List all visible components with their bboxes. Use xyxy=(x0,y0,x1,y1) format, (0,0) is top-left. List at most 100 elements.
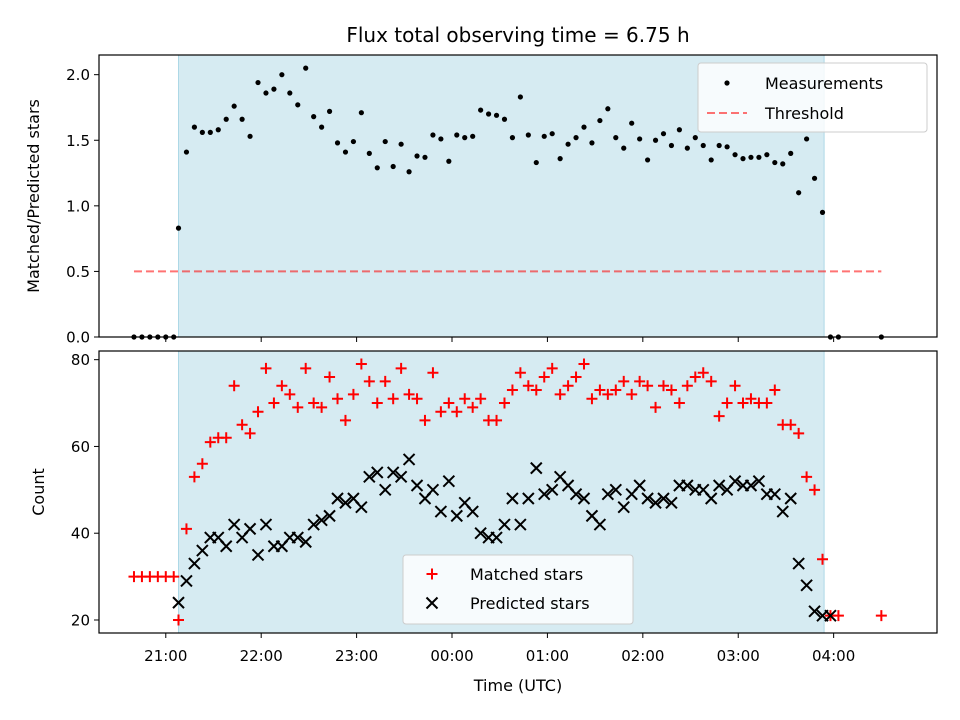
measurement-point xyxy=(231,103,237,109)
legend-threshold-label: Threshold xyxy=(764,104,844,123)
matched-star-point xyxy=(634,375,646,387)
matched-star-point xyxy=(236,419,248,431)
x-tick-label: 22:00 xyxy=(240,647,283,665)
matched-star-point xyxy=(650,401,662,413)
measurement-point xyxy=(541,133,547,139)
measurement-point xyxy=(470,133,476,139)
predicted-star-point xyxy=(243,522,257,536)
predicted-star-point xyxy=(434,505,448,518)
measurement-point xyxy=(597,117,603,124)
legend-predicted-label: Predicted stars xyxy=(470,594,590,613)
measurement-point xyxy=(478,107,484,113)
predicted-star-point xyxy=(363,470,376,484)
x-tick-label: 01:00 xyxy=(526,647,569,665)
matched-star-point xyxy=(761,397,773,409)
measurement-point xyxy=(311,114,317,120)
matched-star-point xyxy=(284,388,296,400)
predicted-star-point xyxy=(506,492,519,505)
measurement-point xyxy=(342,149,349,155)
predicted-star-point xyxy=(394,470,408,484)
predicted-star-point xyxy=(180,574,193,588)
matched-star-point xyxy=(785,419,797,431)
matched-star-point xyxy=(427,367,439,379)
matched-star-point xyxy=(626,388,638,400)
matched-star-point xyxy=(578,358,590,370)
matched-star-point xyxy=(339,414,351,426)
measurement-point xyxy=(788,150,794,156)
matched-star-point xyxy=(168,571,180,583)
bottom-y-tick-label: 80 xyxy=(71,351,90,369)
bottom-y-tick-label: 20 xyxy=(71,611,90,629)
predicted-star-point xyxy=(371,466,384,479)
predicted-star-point xyxy=(251,548,265,562)
top-y-tick-label: 1.0 xyxy=(66,197,90,215)
measurement-point xyxy=(811,175,818,181)
predicted-star-point xyxy=(315,513,328,527)
measurement-point xyxy=(207,129,213,135)
matched-star-point xyxy=(443,397,455,409)
matched-star-point xyxy=(491,414,503,426)
top-x-tick-marks xyxy=(165,337,835,342)
matched-star-point xyxy=(562,380,574,392)
measurement-point xyxy=(692,135,698,141)
predicted-star-point xyxy=(386,466,400,479)
matched-star-point xyxy=(673,397,685,409)
matched-star-point xyxy=(395,362,407,374)
measurement-point xyxy=(303,65,309,71)
matched-star-point xyxy=(689,371,701,383)
measurement-point xyxy=(390,163,396,170)
matched-star-point xyxy=(721,397,733,409)
measurement-point xyxy=(684,145,690,151)
measurement-point xyxy=(263,90,269,96)
matched-star-point xyxy=(713,410,725,422)
measurement-point xyxy=(454,132,460,138)
matched-star-point xyxy=(875,610,887,622)
matched-star-point xyxy=(801,471,813,483)
measurement-point xyxy=(223,116,229,122)
measurement-point xyxy=(589,140,595,146)
matched-star-point xyxy=(276,380,288,392)
bottom-legend: Matched stars Predicted stars xyxy=(402,554,634,625)
predicted-star-point xyxy=(299,535,312,549)
predicted-star-point xyxy=(601,487,615,501)
matched-star-point xyxy=(363,375,375,387)
predicted-star-point xyxy=(355,500,368,514)
x-tick-label: 04:00 xyxy=(812,647,855,665)
measurement-point xyxy=(629,120,635,126)
predicted-star-point xyxy=(712,479,726,492)
measurement-point xyxy=(676,127,682,133)
predicted-star-point xyxy=(792,557,805,570)
measurement-point xyxy=(215,127,221,133)
measurement-point xyxy=(334,140,341,146)
predicted-star-point xyxy=(227,518,241,531)
measurement-point xyxy=(422,154,428,160)
matched-star-point xyxy=(697,367,709,379)
matched-star-point xyxy=(435,406,447,418)
matched-star-point xyxy=(292,401,304,413)
top-plot-frame xyxy=(98,54,938,338)
matched-star-point xyxy=(737,397,749,409)
measurement-point xyxy=(716,142,722,149)
predicted-star-point xyxy=(466,505,479,518)
matched-star-point xyxy=(546,362,558,374)
chart-title: Flux total observing time = 6.75 h xyxy=(346,23,689,47)
measurement-point xyxy=(255,79,261,86)
x-axis-label: Time (UTC) xyxy=(473,676,562,695)
predicted-star-point xyxy=(450,509,463,523)
measurement-point xyxy=(446,158,452,164)
matched-star-point xyxy=(196,458,208,470)
matched-star-point xyxy=(769,384,781,396)
measurement-point xyxy=(780,161,786,167)
measurement-point xyxy=(398,141,404,147)
x-tick-label: 23:00 xyxy=(335,647,378,665)
measurement-point xyxy=(485,111,492,117)
predicted-star-point xyxy=(323,509,336,523)
measurement-point xyxy=(279,72,285,78)
measurement-point xyxy=(374,165,380,171)
measurement-point xyxy=(700,142,706,149)
measurement-point xyxy=(358,110,364,116)
predicted-star-point xyxy=(593,518,607,531)
x-tick-label: 02:00 xyxy=(621,647,664,665)
predicted-star-point xyxy=(474,527,487,540)
measurement-point xyxy=(652,137,659,143)
